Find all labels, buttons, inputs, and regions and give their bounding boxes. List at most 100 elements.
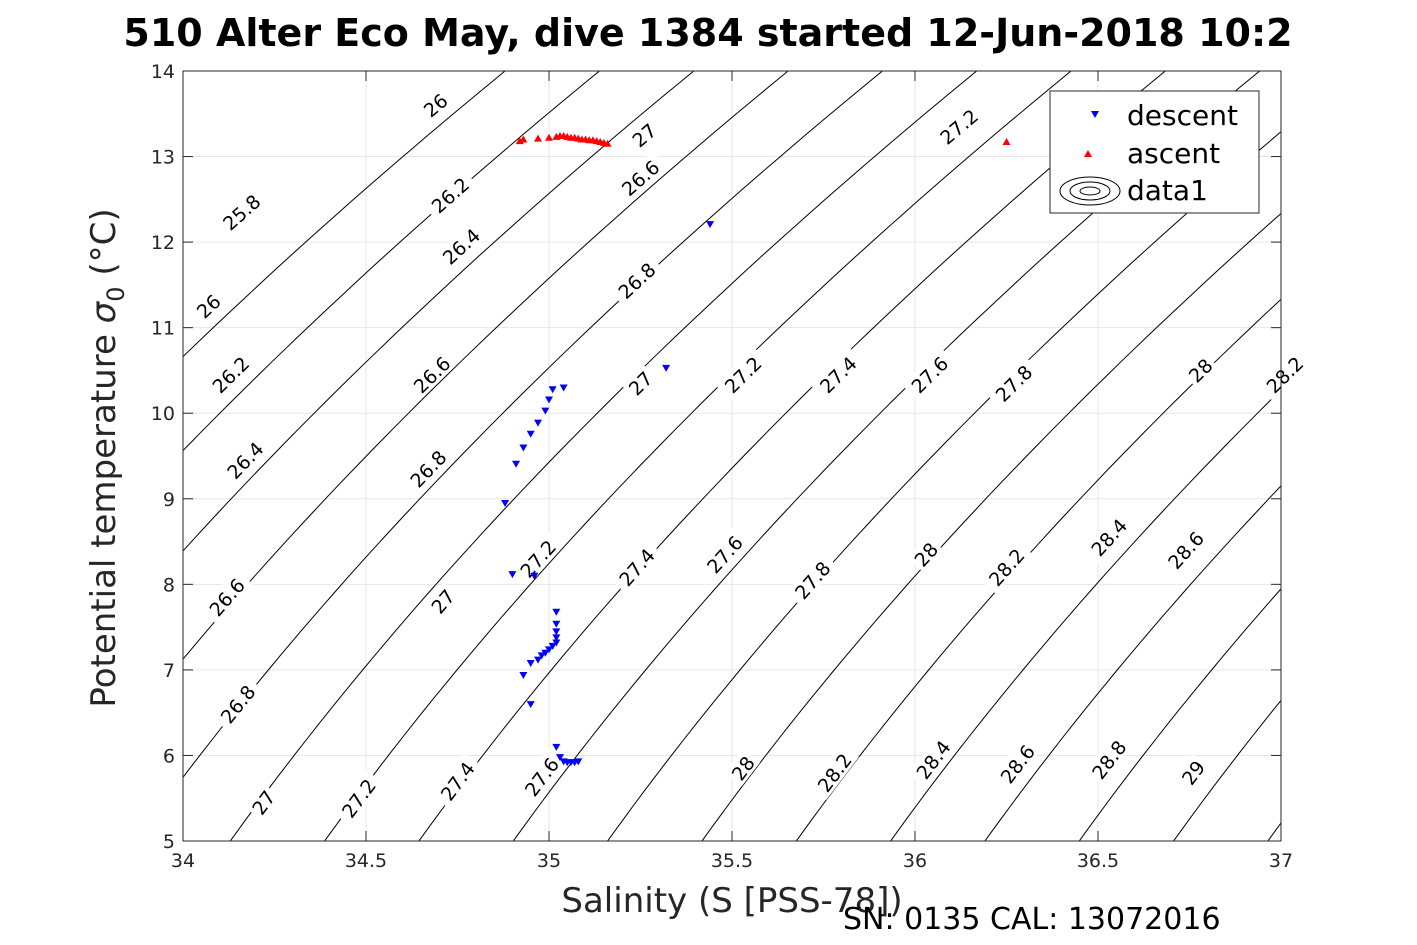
legend-ascent-label: ascent — [1127, 137, 1220, 170]
contour-label-bg — [697, 526, 751, 582]
x-tick-label: 34 — [171, 850, 195, 872]
contour-label-bg — [907, 535, 944, 573]
y-tick-label: 6 — [163, 745, 175, 767]
descent-point — [541, 407, 550, 415]
contour-label-bg — [1257, 347, 1311, 401]
descent-point — [552, 608, 561, 616]
legend: descent ascent data1 — [1049, 90, 1260, 214]
descent-point — [555, 754, 564, 762]
contour-line — [701, 212, 1281, 841]
contour-line — [183, 71, 789, 660]
contour-label-bg — [785, 551, 838, 607]
contour-label-bg — [431, 752, 482, 809]
contour-label-bg — [986, 355, 1041, 410]
x-tick-label: 35.5 — [711, 850, 753, 872]
y-tick-label: 8 — [163, 574, 175, 596]
contour-label-bg — [404, 347, 459, 401]
descent-point — [548, 386, 557, 394]
contour-label-bg — [217, 432, 272, 487]
contour-label-bg — [189, 287, 227, 324]
descent-point — [512, 460, 521, 468]
y-axis-label: Potential temperature σ0 (°C) — [84, 208, 130, 707]
contour-line — [183, 71, 695, 552]
contour-label-bg — [810, 347, 865, 401]
contour-label-bg — [515, 748, 566, 805]
contour-label-bg — [1181, 351, 1219, 389]
contour-label-bg — [1158, 522, 1212, 577]
legend-descent-marker — [1091, 111, 1099, 118]
contour-line — [984, 485, 1281, 841]
descent-point — [552, 628, 561, 636]
ascent-point — [1002, 138, 1011, 146]
contour-label-bg — [421, 168, 478, 221]
contour-label-bg — [211, 675, 263, 732]
descent-point — [519, 672, 528, 680]
y-axis-label-unit: (°C) — [84, 208, 124, 286]
footer-calibration: SN: 0135 CAL: 13072016 — [843, 902, 1221, 937]
contour-line — [1172, 699, 1281, 841]
descent-point — [545, 396, 553, 404]
contour-label-bg — [200, 568, 253, 625]
contour-label-bg — [244, 783, 281, 821]
contour-label-bg — [213, 185, 269, 238]
contour-label-group: 26.4 — [217, 432, 272, 487]
contour-line — [324, 71, 1072, 841]
contour-line — [889, 389, 1281, 841]
descent-point — [541, 649, 550, 657]
contour-label-bg — [1081, 509, 1135, 564]
contour-label-bg — [612, 151, 668, 204]
descent-point — [519, 444, 528, 452]
legend-ascent-marker — [1084, 150, 1092, 157]
descent-point — [662, 364, 671, 372]
y-tick-label: 13 — [151, 147, 175, 169]
chart-title: 510 Alter Eco May, dive 1384 started 12-… — [123, 11, 1292, 55]
contour-label-bg — [202, 347, 257, 401]
descent-point — [552, 634, 561, 642]
contour-label-bg — [901, 347, 956, 401]
legend-data1-label: data1 — [1127, 174, 1208, 207]
contour-label-bg — [1174, 753, 1211, 791]
contour-label-bg — [510, 530, 564, 586]
contour-label-bg — [332, 769, 383, 826]
contour-label-bg — [715, 347, 770, 401]
contour-label-bg — [979, 539, 1032, 594]
series-ascent — [515, 132, 1011, 147]
descent-point — [537, 652, 546, 660]
descent-point — [552, 620, 561, 628]
descent-point — [526, 430, 535, 438]
y-tick-label: 9 — [163, 489, 175, 511]
contour-label-bg — [808, 743, 859, 801]
contour-label-bg — [416, 86, 454, 123]
descent-point — [508, 571, 517, 579]
contour-label-bg — [608, 253, 664, 307]
descent-point — [526, 701, 535, 709]
contour-label-bg — [621, 364, 659, 401]
ascent-point — [519, 135, 528, 143]
legend-box — [1049, 90, 1260, 214]
contour-label-bg — [433, 219, 488, 272]
x-axis-label: Salinity (S [PSS-78]) — [561, 881, 902, 921]
x-tick-label: 34.5 — [345, 850, 387, 872]
x-tick-label: 37 — [1269, 850, 1293, 872]
data-series — [501, 132, 1011, 767]
series-descent — [501, 221, 715, 767]
contour-line — [418, 71, 1167, 841]
contour-label-bg — [724, 749, 761, 787]
descent-point — [574, 758, 583, 766]
y-axis-label-sub: 0 — [102, 286, 130, 301]
descent-point — [534, 419, 543, 427]
ascent-point — [603, 139, 612, 147]
contour-line — [795, 298, 1281, 841]
descent-point — [559, 384, 568, 392]
y-tick-label: 11 — [151, 318, 175, 340]
y-axis-label-sigma: σ — [84, 300, 124, 323]
contour-label-bg — [400, 441, 455, 496]
contour-line — [1078, 588, 1281, 841]
contour-label-bg — [991, 735, 1042, 792]
descent-point — [706, 221, 715, 229]
contour-label-bg — [907, 730, 958, 788]
y-tick-label: 7 — [163, 660, 175, 682]
y-tick-label: 12 — [151, 232, 175, 254]
